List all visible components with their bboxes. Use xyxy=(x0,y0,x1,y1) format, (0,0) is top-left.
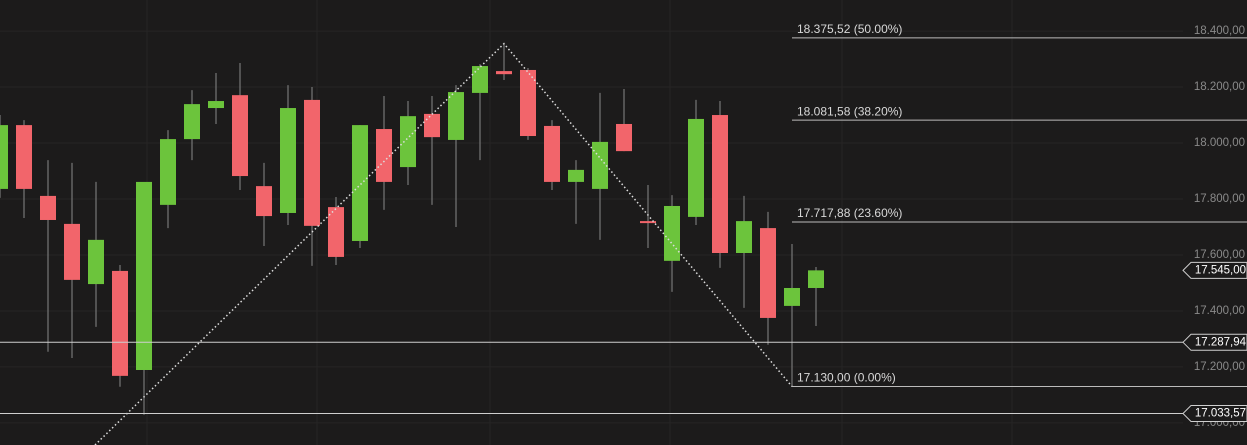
candle-body xyxy=(16,125,32,189)
candle-body xyxy=(88,239,104,285)
last-price-tag xyxy=(1182,261,1247,279)
price-line-tag xyxy=(1182,404,1247,422)
y-tick-label: 17.400,00 xyxy=(1194,305,1245,317)
candle-body xyxy=(544,125,560,182)
price-line-tag xyxy=(1182,333,1247,351)
candle-body xyxy=(736,221,752,254)
y-tick-label: 18.400,00 xyxy=(1194,25,1245,37)
price-line-label: 17.287,94 xyxy=(1195,336,1247,348)
y-tick-label: 17.600,00 xyxy=(1194,249,1245,261)
price-line-label: 17.033,57 xyxy=(1195,408,1246,420)
fib-label: 17.130,00 (0.00%) xyxy=(797,371,896,385)
candle-body xyxy=(712,115,728,254)
candle-body xyxy=(160,139,176,205)
y-tick-label: 17.800,00 xyxy=(1194,193,1245,205)
fib-label: 18.081,58 (38.20%) xyxy=(797,104,902,118)
candle-body xyxy=(112,270,128,376)
last-price-label: 17.545,00 xyxy=(1195,264,1246,276)
candle-body xyxy=(688,118,704,217)
candle-body xyxy=(784,287,800,306)
candle-body xyxy=(376,129,392,182)
candle-body xyxy=(184,104,200,140)
candle-body xyxy=(616,123,632,152)
candle-body xyxy=(424,113,440,138)
candle-body xyxy=(664,205,680,261)
y-tick-label: 17.200,00 xyxy=(1194,361,1245,373)
fib-label: 17.717,88 (23.60%) xyxy=(797,206,902,220)
candle-body xyxy=(760,228,776,318)
candle-body xyxy=(472,66,488,93)
candle-body xyxy=(448,92,464,140)
y-tick-label: 18.000,00 xyxy=(1194,137,1245,149)
candle-body xyxy=(232,95,248,177)
trend-drawing xyxy=(94,42,793,445)
candle-body xyxy=(520,69,536,137)
candle-body xyxy=(208,101,224,109)
candle-body xyxy=(640,221,656,224)
candle-body xyxy=(280,108,296,213)
candle-body xyxy=(568,169,584,182)
y-tick-label: 18.200,00 xyxy=(1194,81,1245,93)
fib-label: 18.375,52 (50.00%) xyxy=(797,22,902,36)
candle-body xyxy=(496,71,512,75)
candle-body xyxy=(352,125,368,241)
candle-body xyxy=(304,99,320,226)
candle-body xyxy=(256,186,272,217)
candle-body xyxy=(64,223,80,280)
candle-body xyxy=(0,125,8,189)
candle-body xyxy=(328,207,344,257)
candle-body xyxy=(40,195,56,220)
candle-body xyxy=(400,116,416,168)
candle-body xyxy=(808,270,824,288)
candle-body xyxy=(592,141,608,189)
candle-body xyxy=(136,181,152,370)
